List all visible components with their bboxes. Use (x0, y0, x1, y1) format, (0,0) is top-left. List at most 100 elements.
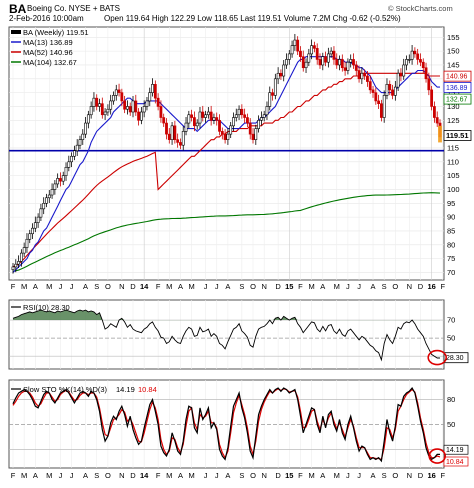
candle-body (59, 178, 62, 182)
x-axis-label: J (59, 282, 63, 291)
x-axis-label-bottom: M (334, 471, 340, 480)
candle-body (193, 117, 196, 127)
rsi-last-tag: 28.30 (446, 355, 464, 362)
legend-ma52: MA(52) 140.96 (23, 48, 73, 57)
x-axis-label-bottom: N (261, 471, 266, 480)
x-axis-label: 14 (140, 282, 149, 291)
candle-body (106, 108, 110, 113)
x-axis-label-bottom: 14 (140, 471, 149, 480)
x-axis-label-bottom: M (188, 471, 194, 480)
candle-body (313, 45, 316, 49)
candle-body (190, 114, 194, 118)
x-axis-label-bottom: J (357, 471, 361, 480)
x-axis-label-bottom: 15 (285, 471, 293, 480)
last-price-marker (438, 125, 442, 143)
rsi-highlight-circle (427, 349, 448, 366)
candle-body (326, 53, 330, 63)
candle-body (357, 70, 361, 80)
candle-body (416, 53, 420, 60)
candle-body (103, 111, 107, 116)
x-axis-label-bottom: J (204, 471, 208, 480)
candle-body (393, 86, 397, 96)
candle-body (296, 39, 300, 52)
x-axis-label: N (119, 282, 124, 291)
candle-body (61, 175, 65, 182)
candle-body (148, 92, 152, 102)
rsi-tag-box (443, 352, 469, 364)
tag-ma104: 132.67 (446, 97, 468, 104)
candle-body (212, 117, 216, 121)
candle-body (92, 97, 96, 107)
candle-body (117, 89, 121, 93)
candle-body (234, 114, 238, 118)
price-y-tick: 115 (447, 144, 459, 153)
candle-body (271, 92, 274, 96)
ticker-symbol: BA (9, 2, 27, 16)
candle-body (223, 133, 227, 140)
tag-ma13-box (443, 82, 472, 93)
rsi-overbought-fill (13, 310, 440, 321)
x-axis-label-bottom: A (225, 471, 230, 480)
candle-body (262, 114, 266, 118)
sto-y-tick: 80 (447, 395, 455, 404)
candle-body (100, 103, 104, 116)
candle-body (340, 59, 344, 69)
candle-body (204, 114, 207, 118)
price-y-tick: 80 (447, 240, 455, 249)
x-axis-label: M (21, 282, 27, 291)
candle-body (47, 194, 51, 199)
candle-body (379, 103, 383, 118)
sto-k-tag-box (443, 444, 469, 455)
candle-body (318, 59, 322, 66)
candle-body (324, 56, 327, 63)
x-axis-label-bottom: A (178, 471, 183, 480)
candle-body (433, 106, 436, 118)
candle-body (435, 117, 439, 124)
price-y-tick: 130 (447, 102, 460, 111)
candle-body (145, 100, 149, 107)
candle-body (388, 84, 392, 91)
candle-body (187, 114, 191, 124)
candle-body (179, 142, 182, 146)
candle-body (265, 106, 269, 116)
candle-body (81, 133, 85, 140)
x-axis-label-bottom: O (250, 471, 256, 480)
candle-body (89, 106, 93, 116)
candle-body (407, 59, 411, 61)
candle-body (299, 50, 302, 57)
rsi-legend: RSI(10) 28.30 (11, 303, 70, 312)
candle-body (237, 108, 241, 116)
candle-body (304, 61, 308, 69)
candle-body (70, 155, 74, 163)
candle-body (335, 59, 339, 66)
candle-body (229, 125, 233, 135)
x-axis-label-bottom: F (11, 471, 16, 480)
price-y-tick: 90 (447, 213, 455, 222)
price-y-tick: 100 (447, 185, 460, 194)
sto-highlight-circle (428, 448, 447, 464)
candle-body (50, 189, 54, 196)
price-y-tick: 70 (447, 268, 455, 277)
x-axis-label: M (334, 282, 340, 291)
x-axis-label-bottom: M (46, 471, 52, 480)
watermark: © StockCharts.com (388, 4, 453, 13)
candle-body (137, 111, 140, 121)
sto-k-line (12, 386, 440, 463)
candle-body (240, 108, 244, 116)
x-axis-label-bottom: D (130, 471, 136, 480)
candle-body (366, 75, 369, 82)
tag-ma104-box (443, 93, 472, 105)
candle-body (259, 117, 263, 121)
x-axis-label: M (166, 282, 172, 291)
candle-body (285, 59, 288, 66)
candle-body (273, 78, 277, 96)
x-axis-label-bottom: M (166, 471, 172, 480)
candle-body (346, 61, 350, 71)
candle-body (42, 203, 46, 210)
candle-body (251, 133, 255, 140)
x-axis-label-bottom: J (346, 471, 350, 480)
sto-legend: Slow STO %K(14) %D(3) 14.19 10.84 (11, 385, 157, 394)
x-axis-label-bottom: A (33, 471, 38, 480)
x-axis-label: J (204, 282, 208, 291)
x-axis-label-bottom: A (83, 471, 88, 480)
